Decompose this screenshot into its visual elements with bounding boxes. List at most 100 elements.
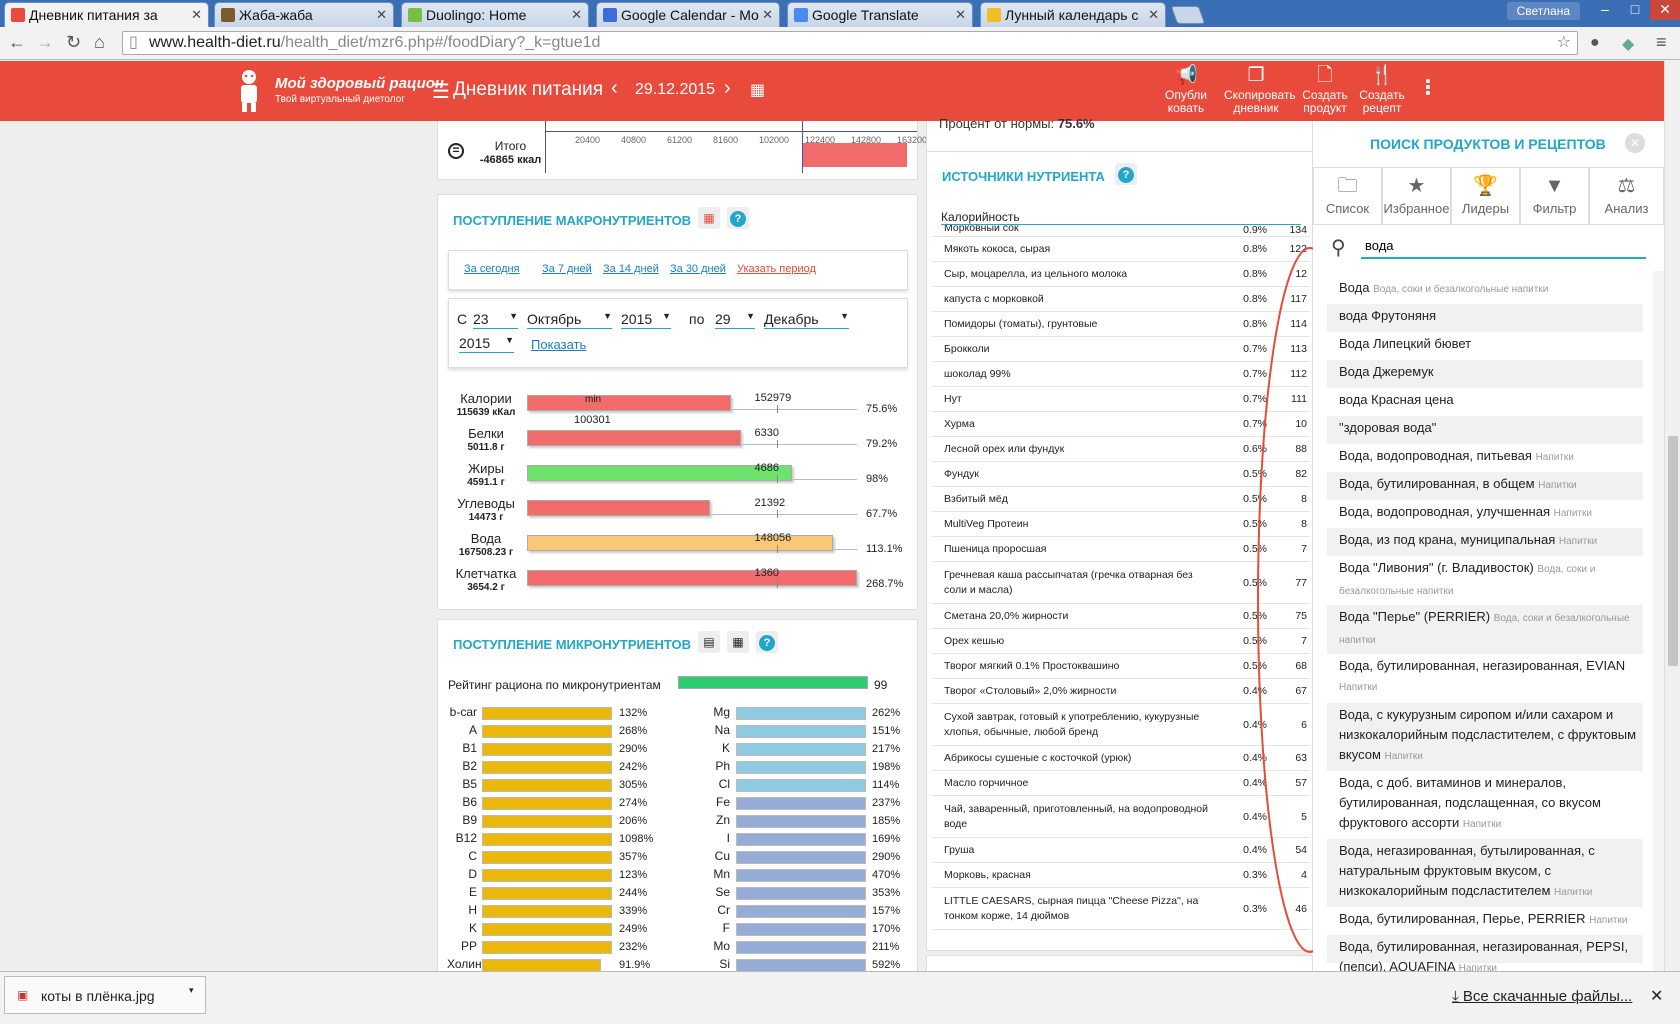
tab-list[interactable]: 🗀 Список [1313, 167, 1382, 225]
close-downloads-icon[interactable]: ✕ [1650, 988, 1664, 1005]
source-row[interactable]: Фундук 0.5% 82 [932, 462, 1310, 487]
search-result-item[interactable]: Вода, бутилированная, негазированная, PE… [1327, 935, 1643, 974]
to-year-select[interactable]: 2015 ▼ [459, 335, 514, 353]
tab-close-icon[interactable]: ✕ [955, 7, 966, 22]
source-row[interactable]: шоколад 99% 0.7% 112 [932, 362, 1310, 387]
source-row[interactable]: Чай, заваренный, приготовленный, на водо… [932, 796, 1310, 838]
create-recipe-button[interactable]: 🍴 Создать рецепт [1354, 63, 1410, 115]
source-row[interactable]: Абрикосы сушеные с косточкой (урюк) 0.4% 6… [932, 746, 1310, 771]
extension-icon[interactable]: ● [1590, 34, 1600, 51]
browser-tab[interactable]: Лунный календарь с ✕ [980, 2, 1166, 27]
search-result-item[interactable]: Вода Липецкий бювет [1327, 332, 1643, 360]
search-result-item[interactable]: Вода, бутилированная, негазированная, EV… [1327, 654, 1643, 703]
tab-filter[interactable]: ▼ Фильтр [1520, 167, 1589, 225]
from-month-select[interactable]: Октябрь ▼ [527, 311, 612, 329]
from-day-select[interactable]: 23 ▼ [473, 311, 518, 329]
tab-leaders[interactable]: 🏆 Лидеры [1451, 167, 1520, 225]
page-scrollbar[interactable] [1664, 61, 1680, 971]
source-row[interactable]: Сыр, моцарелла, из цельного молока 0.8% 12 [932, 262, 1310, 287]
search-result-item[interactable]: Вода, водопроводная, улучшенная Напитки [1327, 500, 1643, 528]
more-vert-icon[interactable]: ⋮ [1418, 77, 1438, 99]
search-result-item[interactable]: Вода Джеремук [1327, 360, 1643, 388]
close-sidebar-icon[interactable]: ✕ [1625, 133, 1645, 153]
translate-extension-icon[interactable]: ◆ [1622, 36, 1635, 53]
source-row[interactable]: Помидоры (томаты), грунтовые 0.8% 114 [932, 312, 1310, 337]
forward-icon[interactable]: → [36, 32, 54, 52]
close-window-icon[interactable]: ✕ [1650, 0, 1680, 20]
source-row[interactable]: Творог «Столовый» 2,0% жирности 0.4% 67 [932, 679, 1310, 704]
results-scrollbar[interactable] [1653, 271, 1664, 971]
source-row[interactable]: Гречневая каша рассыпчатая (гречка отвар… [932, 562, 1310, 604]
custom-period-link[interactable]: Указать период [737, 263, 816, 275]
search-result-item[interactable]: Вода "Перье" (PERRIER) Вода, соки и беза… [1327, 605, 1643, 654]
to-month-select[interactable]: Декабрь ▼ [764, 311, 849, 329]
from-year-select[interactable]: 2015 ▼ [621, 311, 671, 329]
tab-analysis[interactable]: ⚖ Анализ [1589, 167, 1664, 225]
search-result-item[interactable]: Вода, водопроводная, питьевая Напитки [1327, 444, 1643, 472]
all-downloads-link[interactable]: ⤓ Все скачанные файлы... [1452, 988, 1632, 1005]
reload-icon[interactable]: ↻ [66, 32, 82, 52]
search-input[interactable] [1361, 233, 1646, 259]
scrollbar-thumb[interactable] [1668, 436, 1678, 666]
source-row[interactable]: Пшеница проросшая 0.5% 7 [932, 537, 1310, 562]
source-row[interactable]: Лесной орех или фундук 0.6% 88 [932, 437, 1310, 462]
period-today-link[interactable]: За сегодня [464, 263, 520, 275]
search-result-item[interactable]: вода Красная цена [1327, 388, 1643, 416]
browser-tab[interactable]: Google Translate ✕ [787, 2, 973, 27]
search-result-item[interactable]: вода Фрутоняня [1327, 304, 1643, 332]
source-row[interactable]: Морковный сок 0.9% 134 [932, 221, 1310, 237]
source-row[interactable]: Нут 0.7% 111 [932, 387, 1310, 412]
minimize-icon[interactable]: – [1601, 1, 1609, 17]
tab-close-icon[interactable]: ✕ [191, 7, 202, 22]
home-icon[interactable]: ⌂ [94, 32, 105, 52]
tab-close-icon[interactable]: ✕ [571, 7, 582, 22]
source-row[interactable]: капуста с морковкой 0.8% 117 [932, 287, 1310, 312]
tab-close-icon[interactable]: ✕ [1148, 7, 1159, 22]
source-row[interactable]: Орех кешью 0.5% 7 [932, 629, 1310, 654]
search-result-item[interactable]: "здоровая вода" [1327, 416, 1643, 444]
macro-help-button[interactable]: ? [727, 207, 749, 229]
source-row[interactable]: Брокколи 0.7% 113 [932, 337, 1310, 362]
browser-menu-icon[interactable]: ≡ [1656, 32, 1667, 52]
source-row[interactable]: MultiVeg Протеин 0.5% 8 [932, 512, 1310, 537]
period-14-link[interactable]: За 14 дней [603, 263, 659, 275]
profile-name[interactable]: Светлана [1506, 2, 1580, 20]
address-bar[interactable]: ▯ www.health-diet.ru/health_diet/mzr6.php… [122, 31, 1578, 55]
search-result-item[interactable]: Вода, с доб. витаминов и минералов, бути… [1327, 771, 1643, 839]
search-result-item[interactable]: Вода, негазированная, бутылированная, с … [1327, 839, 1643, 907]
source-row[interactable]: Сухой завтрак, готовый к употреблению, к… [932, 704, 1310, 746]
search-result-item[interactable]: Вода Вода, соки и безалкогольные напитки [1327, 276, 1643, 304]
hamburger-menu-icon[interactable]: ☰ [432, 81, 450, 103]
browser-tab[interactable]: Google Calendar - Mo ✕ [596, 2, 780, 27]
source-row[interactable]: Творог мягкий 0.1% Простоквашино 0.5% 68 [932, 654, 1310, 679]
brand-name[interactable]: Мой здоровый рацион [275, 75, 444, 92]
download-item[interactable]: ▣ коты в плёнка.jpg ▾ [4, 976, 206, 1014]
new-tab-button[interactable] [1170, 6, 1206, 24]
source-row[interactable]: Груша 0.4% 54 [932, 838, 1310, 863]
copy-diary-button[interactable]: ❐ Скопировать дневник [1224, 63, 1296, 115]
micro-table-button[interactable]: ▤ [698, 631, 720, 653]
source-row[interactable]: LITTLE CAESARS, сырная пицца "Cheese Piz… [932, 888, 1310, 930]
publish-button[interactable]: 📢 Опубли ковать [1158, 63, 1214, 115]
micro-calendar-button[interactable]: ▦ [727, 631, 749, 653]
calendar-icon[interactable]: ▦ [750, 82, 766, 99]
source-row[interactable]: Морковь, красная 0.3% 4 [932, 863, 1310, 888]
maximize-icon[interactable]: □ [1630, 1, 1640, 17]
to-day-select[interactable]: 29 ▼ [715, 311, 755, 329]
search-result-item[interactable]: Вода "Ливония" (г. Владивосток) Вода, со… [1327, 556, 1643, 605]
tab-close-icon[interactable]: ✕ [762, 7, 773, 22]
create-product-button[interactable]: 🗋 Создать продукт [1297, 63, 1353, 115]
source-row[interactable]: Взбитый мёд 0.5% 8 [932, 487, 1310, 512]
macro-calendar-button[interactable]: ▦ [698, 207, 720, 229]
browser-tab[interactable]: Жаба-жаба ✕ [214, 2, 394, 27]
prev-day-icon[interactable]: ‹ [611, 77, 618, 99]
source-row[interactable]: Мякоть кокоса, сырая 0.8% 122 [932, 237, 1310, 262]
search-result-item[interactable]: Вода, бутилированная, в общем Напитки [1327, 472, 1643, 500]
download-menu-icon[interactable]: ▾ [189, 985, 194, 995]
period-30-link[interactable]: За 30 дней [670, 263, 726, 275]
search-result-item[interactable]: Вода, с кукурузным сиропом и/или сахаром… [1327, 703, 1643, 771]
next-day-icon[interactable]: › [724, 77, 731, 99]
show-link[interactable]: Показать [531, 337, 587, 352]
period-7-link[interactable]: За 7 дней [542, 263, 592, 275]
source-row[interactable]: Хурма 0.7% 10 [932, 412, 1310, 437]
